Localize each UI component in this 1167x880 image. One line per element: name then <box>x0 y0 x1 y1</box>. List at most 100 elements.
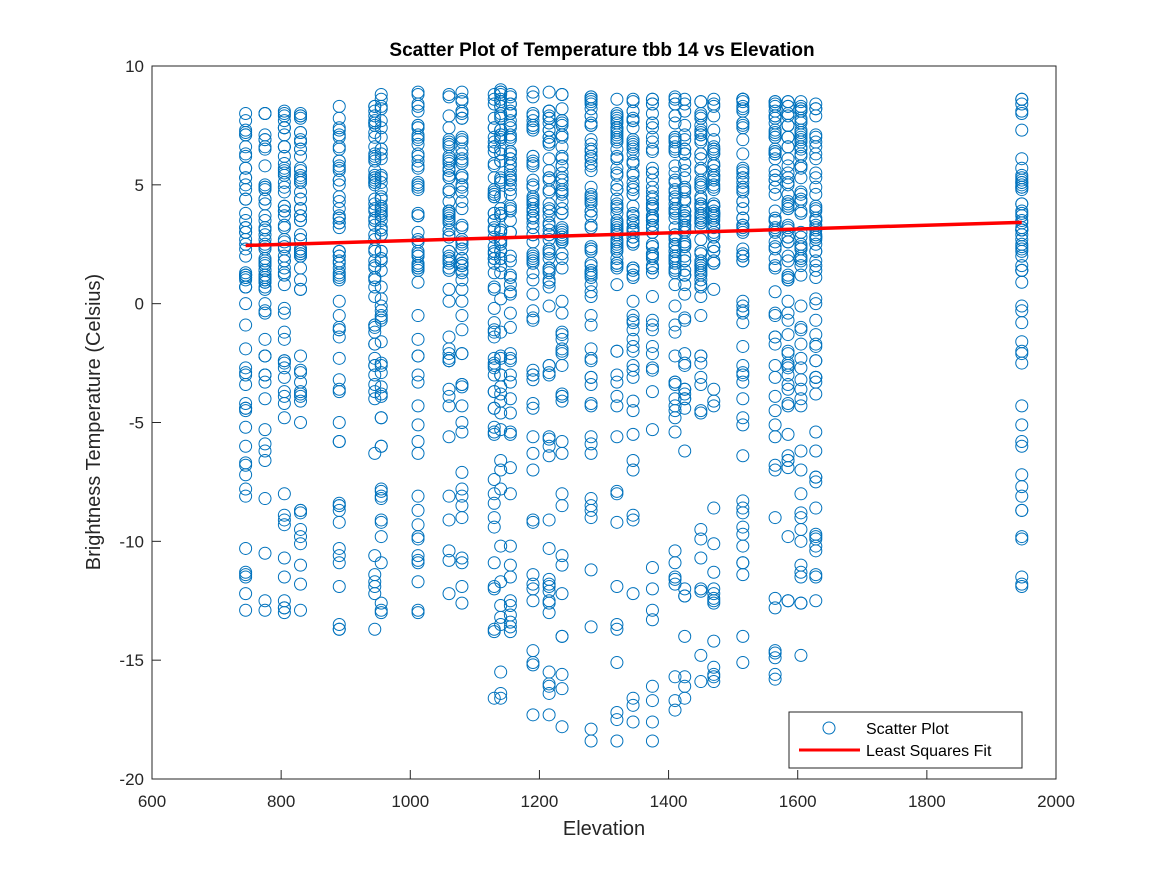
scatter-point <box>526 463 540 477</box>
scatter-point <box>707 660 721 674</box>
scatter-point <box>1015 249 1029 263</box>
scatter-point <box>374 168 388 182</box>
scatter-point <box>610 92 624 106</box>
scatter-point <box>584 263 598 277</box>
scatter-point <box>368 175 382 189</box>
scatter-point <box>678 387 692 401</box>
scatter-point <box>794 444 808 458</box>
scatter-point <box>332 330 346 344</box>
scatter-point <box>526 304 540 318</box>
scatter-point <box>442 213 456 227</box>
scatter-point <box>277 204 291 218</box>
scatter-point <box>694 582 708 596</box>
scatter-point <box>332 385 346 399</box>
scatter-point <box>374 439 388 453</box>
scatter-point <box>411 88 425 102</box>
scatter-point <box>781 109 795 123</box>
scatter-point <box>294 109 308 123</box>
scatter-point <box>694 675 708 689</box>
scatter-point <box>678 194 692 208</box>
scatter-point <box>707 99 721 113</box>
scatter-point <box>277 513 291 527</box>
scatter-point <box>768 180 782 194</box>
scatter-point <box>239 482 253 496</box>
scatter-point <box>668 325 682 339</box>
scatter-point <box>626 133 640 147</box>
scatter-point <box>487 691 501 705</box>
scatter-point <box>455 579 469 593</box>
scatter-point <box>781 454 795 468</box>
scatter-point <box>736 202 750 216</box>
scatter-point <box>442 399 456 413</box>
scatter-point <box>526 173 540 187</box>
scatter-point <box>487 401 501 415</box>
scatter-point <box>584 620 598 634</box>
scatter-point <box>277 487 291 501</box>
scatter-point <box>707 147 721 161</box>
scatter-point <box>258 437 272 451</box>
scatter-point <box>707 399 721 413</box>
scatter-point <box>258 444 272 458</box>
scatter-point <box>809 166 823 180</box>
scatter-point <box>411 180 425 194</box>
scatter-point <box>442 171 456 185</box>
scatter-point <box>1015 259 1029 273</box>
scatter-point <box>694 532 708 546</box>
scatter-point <box>736 375 750 389</box>
scatter-point <box>258 368 272 382</box>
scatter-point <box>368 351 382 365</box>
scatter-point <box>277 551 291 565</box>
scatter-point <box>1015 213 1029 227</box>
scatter-point <box>645 261 659 275</box>
scatter-point <box>678 142 692 156</box>
scatter-point <box>736 656 750 670</box>
scatter-point <box>374 335 388 349</box>
scatter-point <box>794 259 808 273</box>
scatter-point <box>678 358 692 372</box>
scatter-point <box>442 330 456 344</box>
scatter-point <box>542 266 556 280</box>
scatter-point <box>678 223 692 237</box>
scatter-point <box>768 511 782 525</box>
scatter-point <box>736 520 750 534</box>
scatter-point <box>368 337 382 351</box>
scatter-point <box>610 734 624 748</box>
scatter-point <box>794 123 808 137</box>
scatter-point <box>294 273 308 287</box>
scatter-point <box>411 603 425 617</box>
scatter-point <box>794 596 808 610</box>
scatter-point <box>1015 175 1029 189</box>
scatter-point <box>411 489 425 503</box>
scatter-point <box>294 530 308 544</box>
scatter-point <box>584 377 598 391</box>
scatter-point <box>487 282 501 296</box>
scatter-point <box>555 629 569 643</box>
scatter-point <box>494 618 508 632</box>
scatter-point <box>277 185 291 199</box>
scatter-point <box>678 444 692 458</box>
scatter-point <box>584 722 598 736</box>
scatter-point <box>809 387 823 401</box>
scatter-point <box>368 259 382 273</box>
scatter-point <box>1015 304 1029 318</box>
scatter-point <box>368 244 382 258</box>
scatter-point <box>374 114 388 128</box>
scatter-point <box>455 92 469 106</box>
scatter-point <box>374 263 388 277</box>
scatter-point <box>294 506 308 520</box>
scatter-point <box>736 568 750 582</box>
scatter-point <box>494 202 508 216</box>
scatter-point <box>368 318 382 332</box>
scatter-point <box>258 454 272 468</box>
scatter-point <box>645 135 659 149</box>
scatter-point <box>332 323 346 337</box>
scatter-point <box>368 197 382 211</box>
scatter-point <box>645 130 659 144</box>
scatter-point <box>368 154 382 168</box>
scatter-point <box>258 263 272 277</box>
scatter-point <box>442 109 456 123</box>
scatter-point <box>455 399 469 413</box>
scatter-point <box>277 332 291 346</box>
scatter-point <box>455 347 469 361</box>
scatter-point <box>736 339 750 353</box>
